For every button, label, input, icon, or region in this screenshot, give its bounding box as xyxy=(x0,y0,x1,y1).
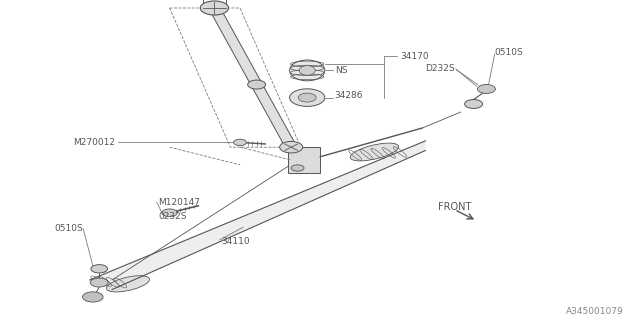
Circle shape xyxy=(477,84,495,93)
Ellipse shape xyxy=(298,93,316,102)
Circle shape xyxy=(91,265,108,273)
Circle shape xyxy=(291,165,304,171)
Text: 0510S: 0510S xyxy=(54,224,83,233)
Text: 34110: 34110 xyxy=(221,237,250,246)
Circle shape xyxy=(200,1,228,15)
Ellipse shape xyxy=(289,89,325,106)
Text: D232S: D232S xyxy=(425,64,454,73)
Text: M270012: M270012 xyxy=(73,138,115,147)
Text: FRONT: FRONT xyxy=(438,202,472,212)
Ellipse shape xyxy=(300,66,315,75)
Text: 34170: 34170 xyxy=(400,52,429,60)
Text: 0232S: 0232S xyxy=(158,212,187,220)
Text: 34286: 34286 xyxy=(334,91,363,100)
Text: M120147: M120147 xyxy=(158,198,200,207)
Circle shape xyxy=(465,100,483,108)
Ellipse shape xyxy=(350,143,399,161)
Text: 0510S: 0510S xyxy=(495,48,524,57)
Circle shape xyxy=(234,139,246,146)
Circle shape xyxy=(162,209,177,217)
Text: NS: NS xyxy=(335,66,348,75)
Circle shape xyxy=(248,80,266,89)
Polygon shape xyxy=(209,7,297,148)
Polygon shape xyxy=(288,147,320,173)
Circle shape xyxy=(83,292,103,302)
Text: A345001079: A345001079 xyxy=(566,308,624,316)
Circle shape xyxy=(90,278,108,287)
Ellipse shape xyxy=(289,60,325,81)
Circle shape xyxy=(280,141,303,153)
Polygon shape xyxy=(90,141,426,290)
Ellipse shape xyxy=(106,276,150,292)
